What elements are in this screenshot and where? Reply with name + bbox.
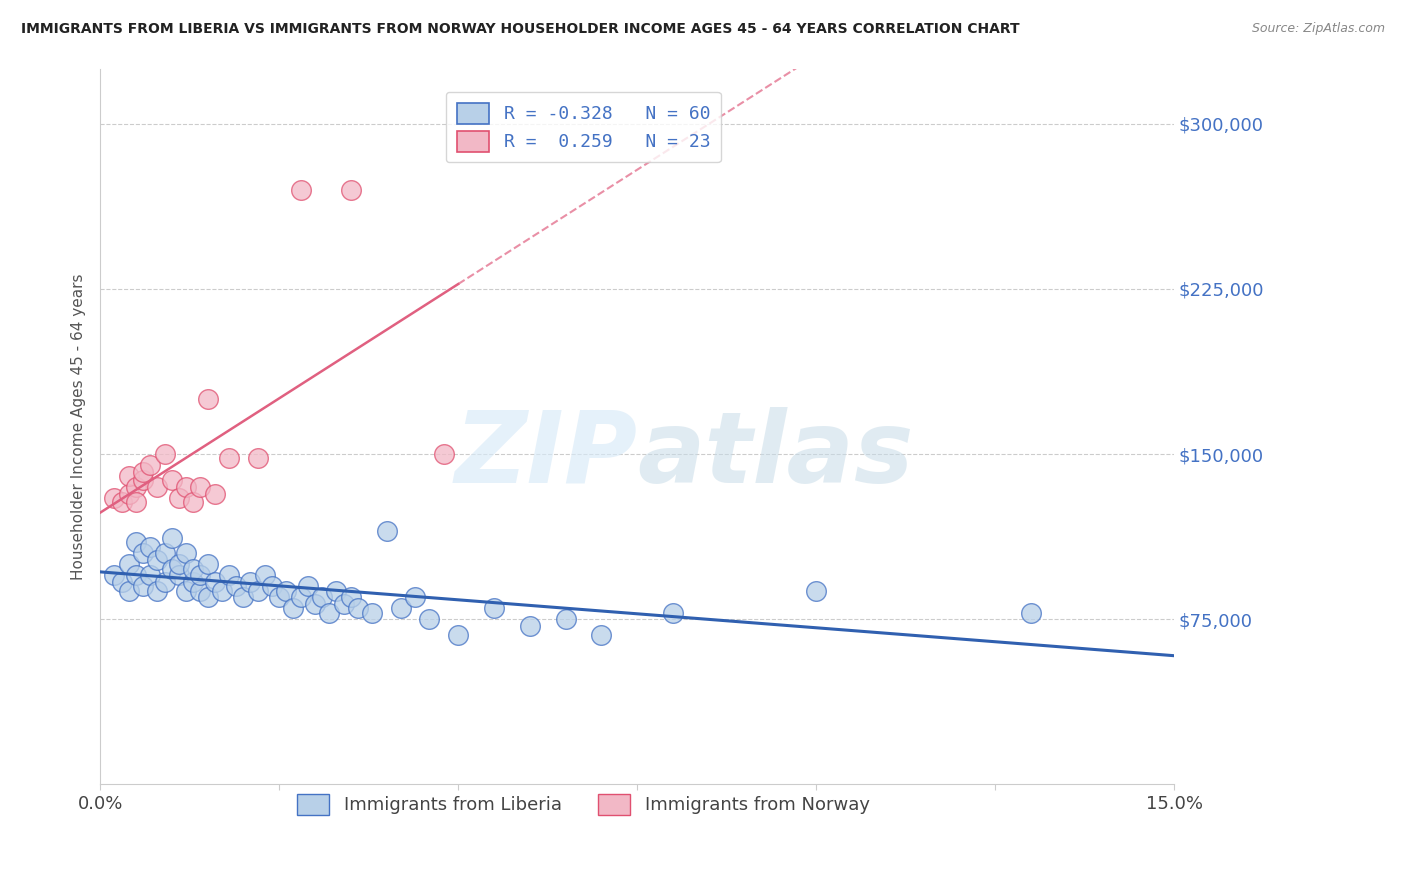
Point bbox=[290, 590, 312, 604]
Point bbox=[146, 553, 169, 567]
Point bbox=[269, 590, 291, 604]
Point bbox=[103, 491, 125, 505]
Point bbox=[325, 583, 347, 598]
Point bbox=[132, 546, 155, 560]
Point bbox=[160, 474, 183, 488]
Point bbox=[246, 451, 269, 466]
Point bbox=[311, 590, 333, 604]
Point bbox=[118, 486, 141, 500]
Point bbox=[197, 392, 219, 406]
Point bbox=[347, 601, 370, 615]
Point bbox=[132, 465, 155, 479]
Legend: Immigrants from Liberia, Immigrants from Norway: Immigrants from Liberia, Immigrants from… bbox=[285, 783, 880, 825]
Point bbox=[132, 474, 155, 488]
Point bbox=[804, 583, 827, 598]
Point bbox=[110, 574, 132, 589]
Point bbox=[190, 583, 212, 598]
Point bbox=[132, 579, 155, 593]
Text: ZIP: ZIP bbox=[454, 407, 637, 504]
Point bbox=[167, 568, 190, 582]
Point bbox=[139, 568, 162, 582]
Point bbox=[190, 480, 212, 494]
Point bbox=[418, 612, 440, 626]
Point bbox=[125, 568, 148, 582]
Point bbox=[181, 495, 204, 509]
Point bbox=[332, 597, 354, 611]
Point bbox=[290, 183, 312, 197]
Point bbox=[361, 606, 384, 620]
Point bbox=[404, 590, 426, 604]
Point bbox=[197, 557, 219, 571]
Point bbox=[318, 606, 340, 620]
Point bbox=[160, 561, 183, 575]
Point bbox=[218, 451, 240, 466]
Point bbox=[153, 546, 176, 560]
Point bbox=[389, 601, 412, 615]
Point bbox=[591, 627, 613, 641]
Point bbox=[167, 557, 190, 571]
Point bbox=[197, 590, 219, 604]
Point bbox=[554, 612, 576, 626]
Point bbox=[204, 574, 226, 589]
Point bbox=[167, 491, 190, 505]
Point bbox=[174, 480, 197, 494]
Text: Source: ZipAtlas.com: Source: ZipAtlas.com bbox=[1251, 22, 1385, 36]
Point bbox=[246, 583, 269, 598]
Point bbox=[339, 183, 361, 197]
Point bbox=[1019, 606, 1042, 620]
Point bbox=[118, 557, 141, 571]
Point bbox=[153, 574, 176, 589]
Point bbox=[174, 583, 197, 598]
Point bbox=[239, 574, 262, 589]
Point bbox=[103, 568, 125, 582]
Point bbox=[447, 627, 470, 641]
Point bbox=[139, 458, 162, 472]
Point bbox=[146, 583, 169, 598]
Point bbox=[110, 495, 132, 509]
Point bbox=[146, 480, 169, 494]
Point bbox=[304, 597, 326, 611]
Point bbox=[211, 583, 233, 598]
Point bbox=[153, 447, 176, 461]
Point bbox=[482, 601, 505, 615]
Point bbox=[225, 579, 247, 593]
Point bbox=[125, 495, 148, 509]
Text: atlas: atlas bbox=[637, 407, 914, 504]
Point bbox=[125, 535, 148, 549]
Point bbox=[204, 486, 226, 500]
Point bbox=[174, 546, 197, 560]
Text: IMMIGRANTS FROM LIBERIA VS IMMIGRANTS FROM NORWAY HOUSEHOLDER INCOME AGES 45 - 6: IMMIGRANTS FROM LIBERIA VS IMMIGRANTS FR… bbox=[21, 22, 1019, 37]
Point bbox=[118, 583, 141, 598]
Point bbox=[160, 531, 183, 545]
Point bbox=[276, 583, 298, 598]
Y-axis label: Householder Income Ages 45 - 64 years: Householder Income Ages 45 - 64 years bbox=[72, 273, 86, 580]
Point bbox=[125, 480, 148, 494]
Point bbox=[232, 590, 254, 604]
Point bbox=[118, 469, 141, 483]
Point bbox=[433, 447, 456, 461]
Point bbox=[181, 561, 204, 575]
Point bbox=[190, 568, 212, 582]
Point bbox=[339, 590, 361, 604]
Point bbox=[297, 579, 319, 593]
Point bbox=[283, 601, 305, 615]
Point bbox=[253, 568, 276, 582]
Point bbox=[181, 574, 204, 589]
Point bbox=[218, 568, 240, 582]
Point bbox=[519, 619, 541, 633]
Point bbox=[139, 540, 162, 554]
Point bbox=[662, 606, 685, 620]
Point bbox=[375, 524, 398, 538]
Point bbox=[260, 579, 283, 593]
